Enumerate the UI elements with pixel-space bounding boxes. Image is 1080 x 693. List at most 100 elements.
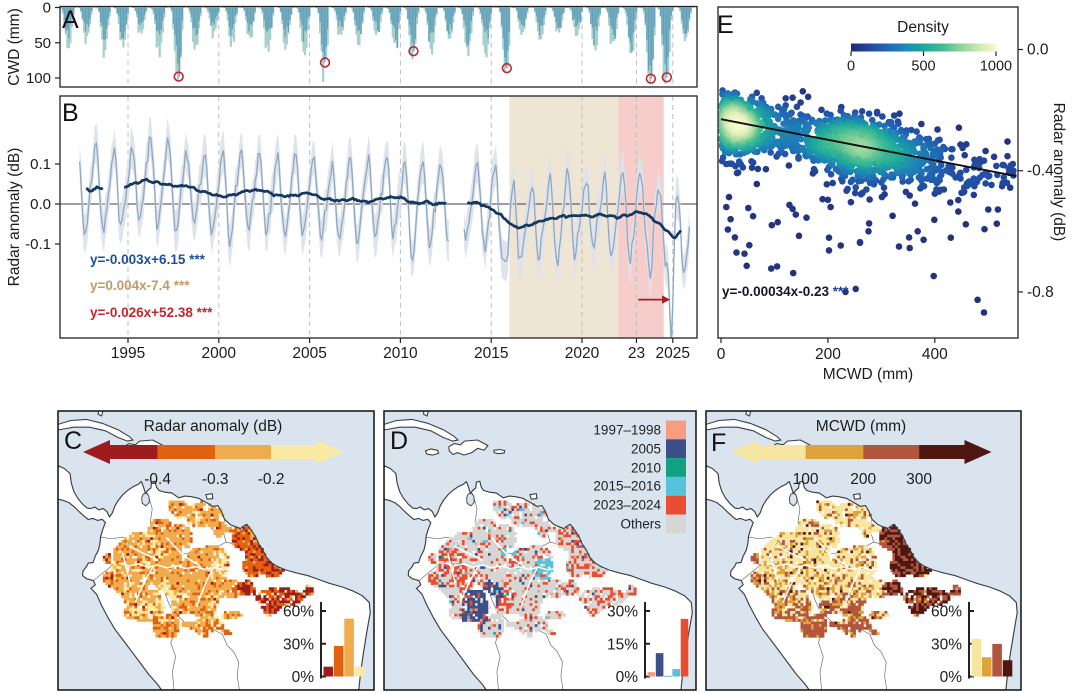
map-cell (226, 595, 230, 599)
map-cell (534, 518, 538, 522)
map-cell (110, 576, 114, 580)
cwd-bar-dark (187, 7, 190, 9)
map-cell (247, 582, 251, 586)
map-cell (115, 553, 119, 557)
map-cell (142, 603, 146, 607)
map-cell (279, 595, 283, 599)
map-cell (501, 529, 504, 533)
cwd-bar-dark (679, 7, 681, 10)
map-cell (205, 555, 209, 559)
cwd-bar-dark (143, 7, 146, 16)
map-cell (218, 521, 222, 525)
cwd-bar-dark (189, 7, 191, 11)
map-cell (142, 616, 146, 620)
map-cell (147, 545, 151, 549)
map-cell (147, 555, 151, 559)
map-cell (305, 592, 309, 596)
map-cell (134, 550, 138, 554)
cwd-bar-dark (171, 7, 173, 11)
cwd-bar-dark (449, 7, 451, 25)
map-cell (129, 611, 133, 614)
map-cell (223, 558, 227, 562)
map-cell (158, 582, 162, 586)
map-cell (226, 582, 230, 586)
map-cell (503, 526, 507, 530)
map-cell (527, 508, 530, 512)
cwd-bar-dark (236, 7, 238, 13)
map-cell (276, 605, 280, 609)
map-cell (247, 566, 251, 570)
map-cell (226, 584, 230, 588)
cwd-bar-dark (304, 7, 306, 31)
map-cell (160, 524, 164, 528)
map-cell (255, 561, 259, 564)
map-cell (252, 547, 256, 551)
scatter-point (719, 154, 727, 161)
map-cell (113, 558, 117, 562)
map-cell (110, 582, 114, 586)
map-cell (250, 590, 254, 593)
map-cell (144, 574, 148, 578)
map-cell (260, 568, 264, 572)
map-cell (187, 621, 190, 625)
cwd-bar-dark (646, 7, 648, 40)
map-cell (258, 550, 262, 554)
map-cell (123, 555, 127, 559)
map-cell (163, 576, 167, 580)
map-cell (152, 608, 156, 612)
map-cell (197, 584, 201, 588)
scatter-point (789, 269, 797, 277)
map-cell (268, 561, 272, 564)
map-cell (205, 595, 209, 599)
map-cell (168, 613, 172, 617)
map-cell (168, 595, 172, 599)
map-cell (173, 540, 177, 543)
map-cell (210, 521, 214, 525)
map-cell (263, 563, 267, 567)
map-cell (284, 587, 288, 591)
map-cell (213, 547, 217, 551)
cwd-bar-dark (451, 7, 453, 30)
map-cell (216, 518, 219, 522)
map-cell (532, 508, 536, 512)
map-cell (171, 600, 175, 604)
map-cell (205, 547, 209, 551)
cwd-bar-dark (375, 7, 377, 23)
map-cell (540, 526, 543, 530)
map-cell (176, 537, 180, 541)
map-cell (542, 521, 546, 525)
map-cell (273, 608, 277, 612)
map-cell (184, 571, 188, 575)
map-cell (521, 505, 525, 509)
map-cell (147, 529, 151, 533)
map-cell (179, 529, 183, 533)
cwd-bar-light (618, 7, 621, 9)
scatter-point (837, 107, 844, 114)
map-cell (210, 629, 214, 633)
map-cell (250, 568, 254, 572)
cwd-bar-dark (608, 7, 610, 18)
map-cell (105, 576, 109, 580)
cwd-bar-dark (481, 7, 483, 20)
scatter-point (881, 122, 888, 130)
map-cell (150, 561, 154, 564)
scatter-point (774, 115, 782, 123)
map-cell (197, 547, 201, 551)
map-cell (247, 529, 251, 533)
map-cell (223, 576, 227, 580)
cwd-bar-dark (623, 7, 625, 9)
map-cell (258, 553, 262, 557)
map-cell (550, 526, 554, 530)
map-cell (181, 503, 185, 507)
map-cell (245, 584, 248, 588)
cwd-bar-dark (339, 7, 341, 22)
cwd-bar-dark (661, 7, 663, 35)
map-cell (155, 582, 159, 586)
map-cell (150, 521, 154, 525)
map-cell (139, 600, 143, 604)
map-cell (247, 561, 251, 564)
map-cell (110, 568, 114, 572)
scatter-point (970, 175, 978, 182)
map-cell (279, 587, 283, 591)
cwd-bar-dark (614, 7, 616, 40)
